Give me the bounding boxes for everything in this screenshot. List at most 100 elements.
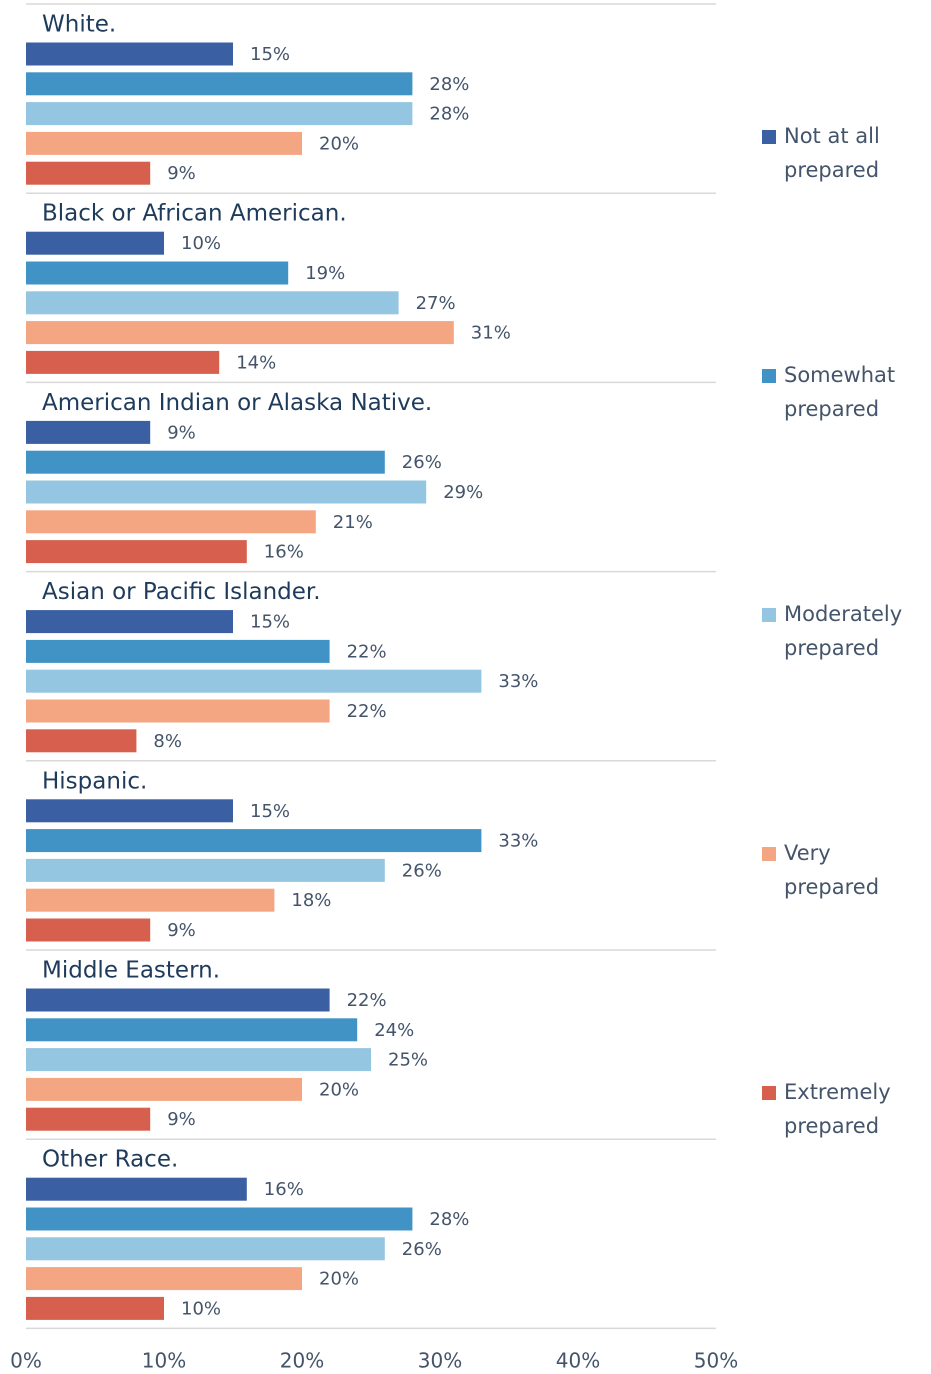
- value-label: 22%: [347, 701, 387, 722]
- value-label: 9%: [167, 422, 196, 443]
- category-label: Hispanic.: [42, 768, 147, 794]
- value-label: 22%: [347, 990, 387, 1011]
- value-label: 15%: [250, 801, 290, 822]
- value-label: 25%: [388, 1050, 428, 1071]
- x-tick-label: 30%: [418, 1349, 462, 1373]
- bar: [26, 1018, 358, 1042]
- bar: [26, 231, 164, 255]
- bar: [26, 669, 482, 693]
- x-tick-label: 40%: [556, 1349, 600, 1373]
- bar: [26, 1267, 302, 1291]
- bar: [26, 161, 151, 185]
- legend-swatch: [762, 847, 776, 861]
- bar: [26, 1048, 371, 1072]
- value-label: 22%: [347, 641, 387, 662]
- value-label: 28%: [429, 74, 469, 95]
- value-label: 33%: [498, 831, 538, 852]
- bar: [26, 1237, 385, 1261]
- value-label: 10%: [181, 1298, 221, 1319]
- legend-label: Extremely prepared: [784, 1080, 891, 1138]
- bar: [26, 350, 220, 374]
- bar: [26, 1077, 302, 1101]
- legend-line: prepared: [784, 1114, 879, 1138]
- x-tick-label: 20%: [280, 1349, 324, 1373]
- value-label: 20%: [319, 1269, 359, 1290]
- value-label: 9%: [167, 1109, 196, 1130]
- x-tick-label: 10%: [142, 1349, 186, 1373]
- x-tick-label: 50%: [694, 1349, 738, 1373]
- value-label: 33%: [498, 671, 538, 692]
- legend-label: Not at all prepared: [784, 124, 880, 182]
- legend-line: Extremely: [784, 1080, 891, 1104]
- bar: [26, 829, 482, 853]
- legend-line: prepared: [784, 875, 879, 899]
- category-label: White.: [42, 12, 116, 38]
- value-label: 31%: [471, 323, 511, 344]
- legend-line: prepared: [784, 397, 879, 421]
- legend-line: Moderately: [784, 602, 902, 626]
- legend-swatch: [762, 608, 776, 622]
- bar: [26, 321, 454, 345]
- value-label: 27%: [416, 293, 456, 314]
- bar: [26, 420, 151, 444]
- x-tick-label: 0%: [10, 1349, 42, 1373]
- value-label: 8%: [153, 731, 182, 752]
- value-label: 26%: [402, 452, 442, 473]
- value-label: 9%: [167, 163, 196, 184]
- value-label: 9%: [167, 920, 196, 941]
- legend-line: Somewhat: [784, 363, 895, 387]
- bar: [26, 988, 330, 1012]
- value-label: 16%: [264, 1179, 304, 1200]
- value-label: 18%: [291, 890, 331, 911]
- value-label: 26%: [402, 1239, 442, 1260]
- bar: [26, 799, 233, 823]
- legend-line: prepared: [784, 158, 879, 182]
- bar: [26, 291, 399, 315]
- bar: [26, 1177, 247, 1201]
- bar: [26, 102, 413, 126]
- bar: [26, 450, 385, 474]
- legend-line: Very: [784, 841, 831, 865]
- value-label: 15%: [250, 44, 290, 65]
- value-label: 29%: [443, 482, 483, 503]
- bar: [26, 131, 302, 155]
- legend-label: Somewhat prepared: [784, 363, 895, 421]
- bar: [26, 699, 330, 723]
- value-label: 21%: [333, 512, 373, 533]
- legend-swatch: [762, 1086, 776, 1100]
- value-label: 16%: [264, 542, 304, 563]
- value-label: 19%: [305, 263, 345, 284]
- legend-line: prepared: [784, 636, 879, 660]
- category-label: Asian or Pacific Islander.: [42, 579, 321, 605]
- value-label: 28%: [429, 1209, 469, 1230]
- value-label: 20%: [319, 1079, 359, 1100]
- value-label: 24%: [374, 1020, 414, 1041]
- bar: [26, 72, 413, 96]
- category-label: Black or African American.: [42, 201, 347, 227]
- bar: [26, 858, 385, 882]
- bar: [26, 261, 289, 285]
- legend-line: Not at all: [784, 124, 880, 148]
- bar: [26, 480, 427, 504]
- value-label: 14%: [236, 352, 276, 373]
- legend-swatch: [762, 369, 776, 383]
- value-label: 28%: [429, 104, 469, 125]
- bar: [26, 729, 137, 753]
- value-label: 10%: [181, 233, 221, 254]
- legend-swatch: [762, 130, 776, 144]
- bar: [26, 510, 316, 534]
- bar: [26, 639, 330, 663]
- category-label: Other Race.: [42, 1147, 178, 1173]
- legend-label: Moderately prepared: [784, 602, 902, 660]
- legend-label: Very prepared: [784, 841, 879, 899]
- bar: [26, 540, 247, 564]
- bar: [26, 888, 275, 912]
- value-label: 26%: [402, 860, 442, 881]
- category-label: Middle Eastern.: [42, 958, 220, 984]
- bar: [26, 918, 151, 942]
- value-label: 15%: [250, 612, 290, 633]
- bar: [26, 1107, 151, 1131]
- bar: [26, 1296, 164, 1320]
- bar: [26, 1207, 413, 1231]
